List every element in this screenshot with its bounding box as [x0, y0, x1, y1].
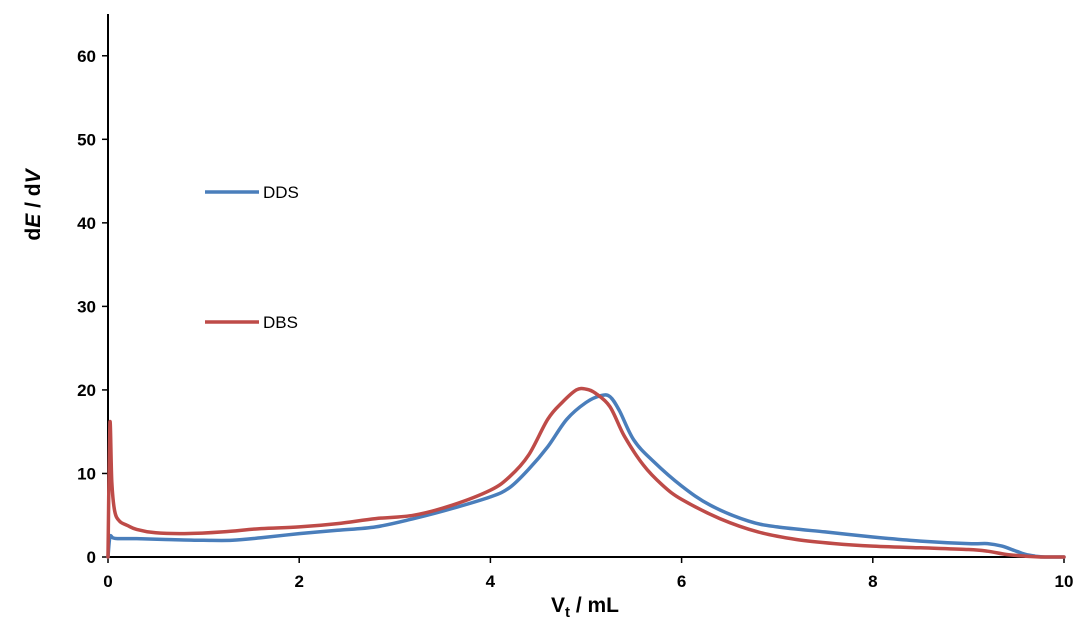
y-tick-label: 40	[77, 214, 96, 233]
series-line-dbs	[106, 386, 1066, 559]
x-tick-label: 8	[868, 572, 877, 591]
legend-label-dds: DDS	[263, 183, 299, 202]
x-tick-label: 10	[1055, 572, 1074, 591]
series-line-dds	[106, 393, 1066, 559]
y-tick-label: 60	[77, 47, 96, 66]
legend: DDS DBS	[205, 183, 299, 332]
x-axis-title: Vt / mL	[551, 594, 619, 620]
series-layer	[106, 386, 1066, 559]
x-tick-label: 4	[486, 572, 496, 591]
legend-label-dbs: DBS	[263, 313, 298, 332]
x-tick-label: 2	[294, 572, 303, 591]
y-tick-label: 0	[87, 548, 96, 567]
y-tick-label: 50	[77, 130, 96, 149]
y-axis-title: dE / dV	[22, 167, 45, 240]
x-tick-label: 6	[677, 572, 686, 591]
y-tick-label: 10	[77, 464, 96, 483]
x-tick-label: 0	[103, 572, 112, 591]
y-tick-label: 30	[77, 297, 96, 316]
y-tick-label: 20	[77, 381, 96, 400]
axes: 0 10 20 30 40 50 60 0 2 4 6 8 10	[77, 14, 1073, 591]
